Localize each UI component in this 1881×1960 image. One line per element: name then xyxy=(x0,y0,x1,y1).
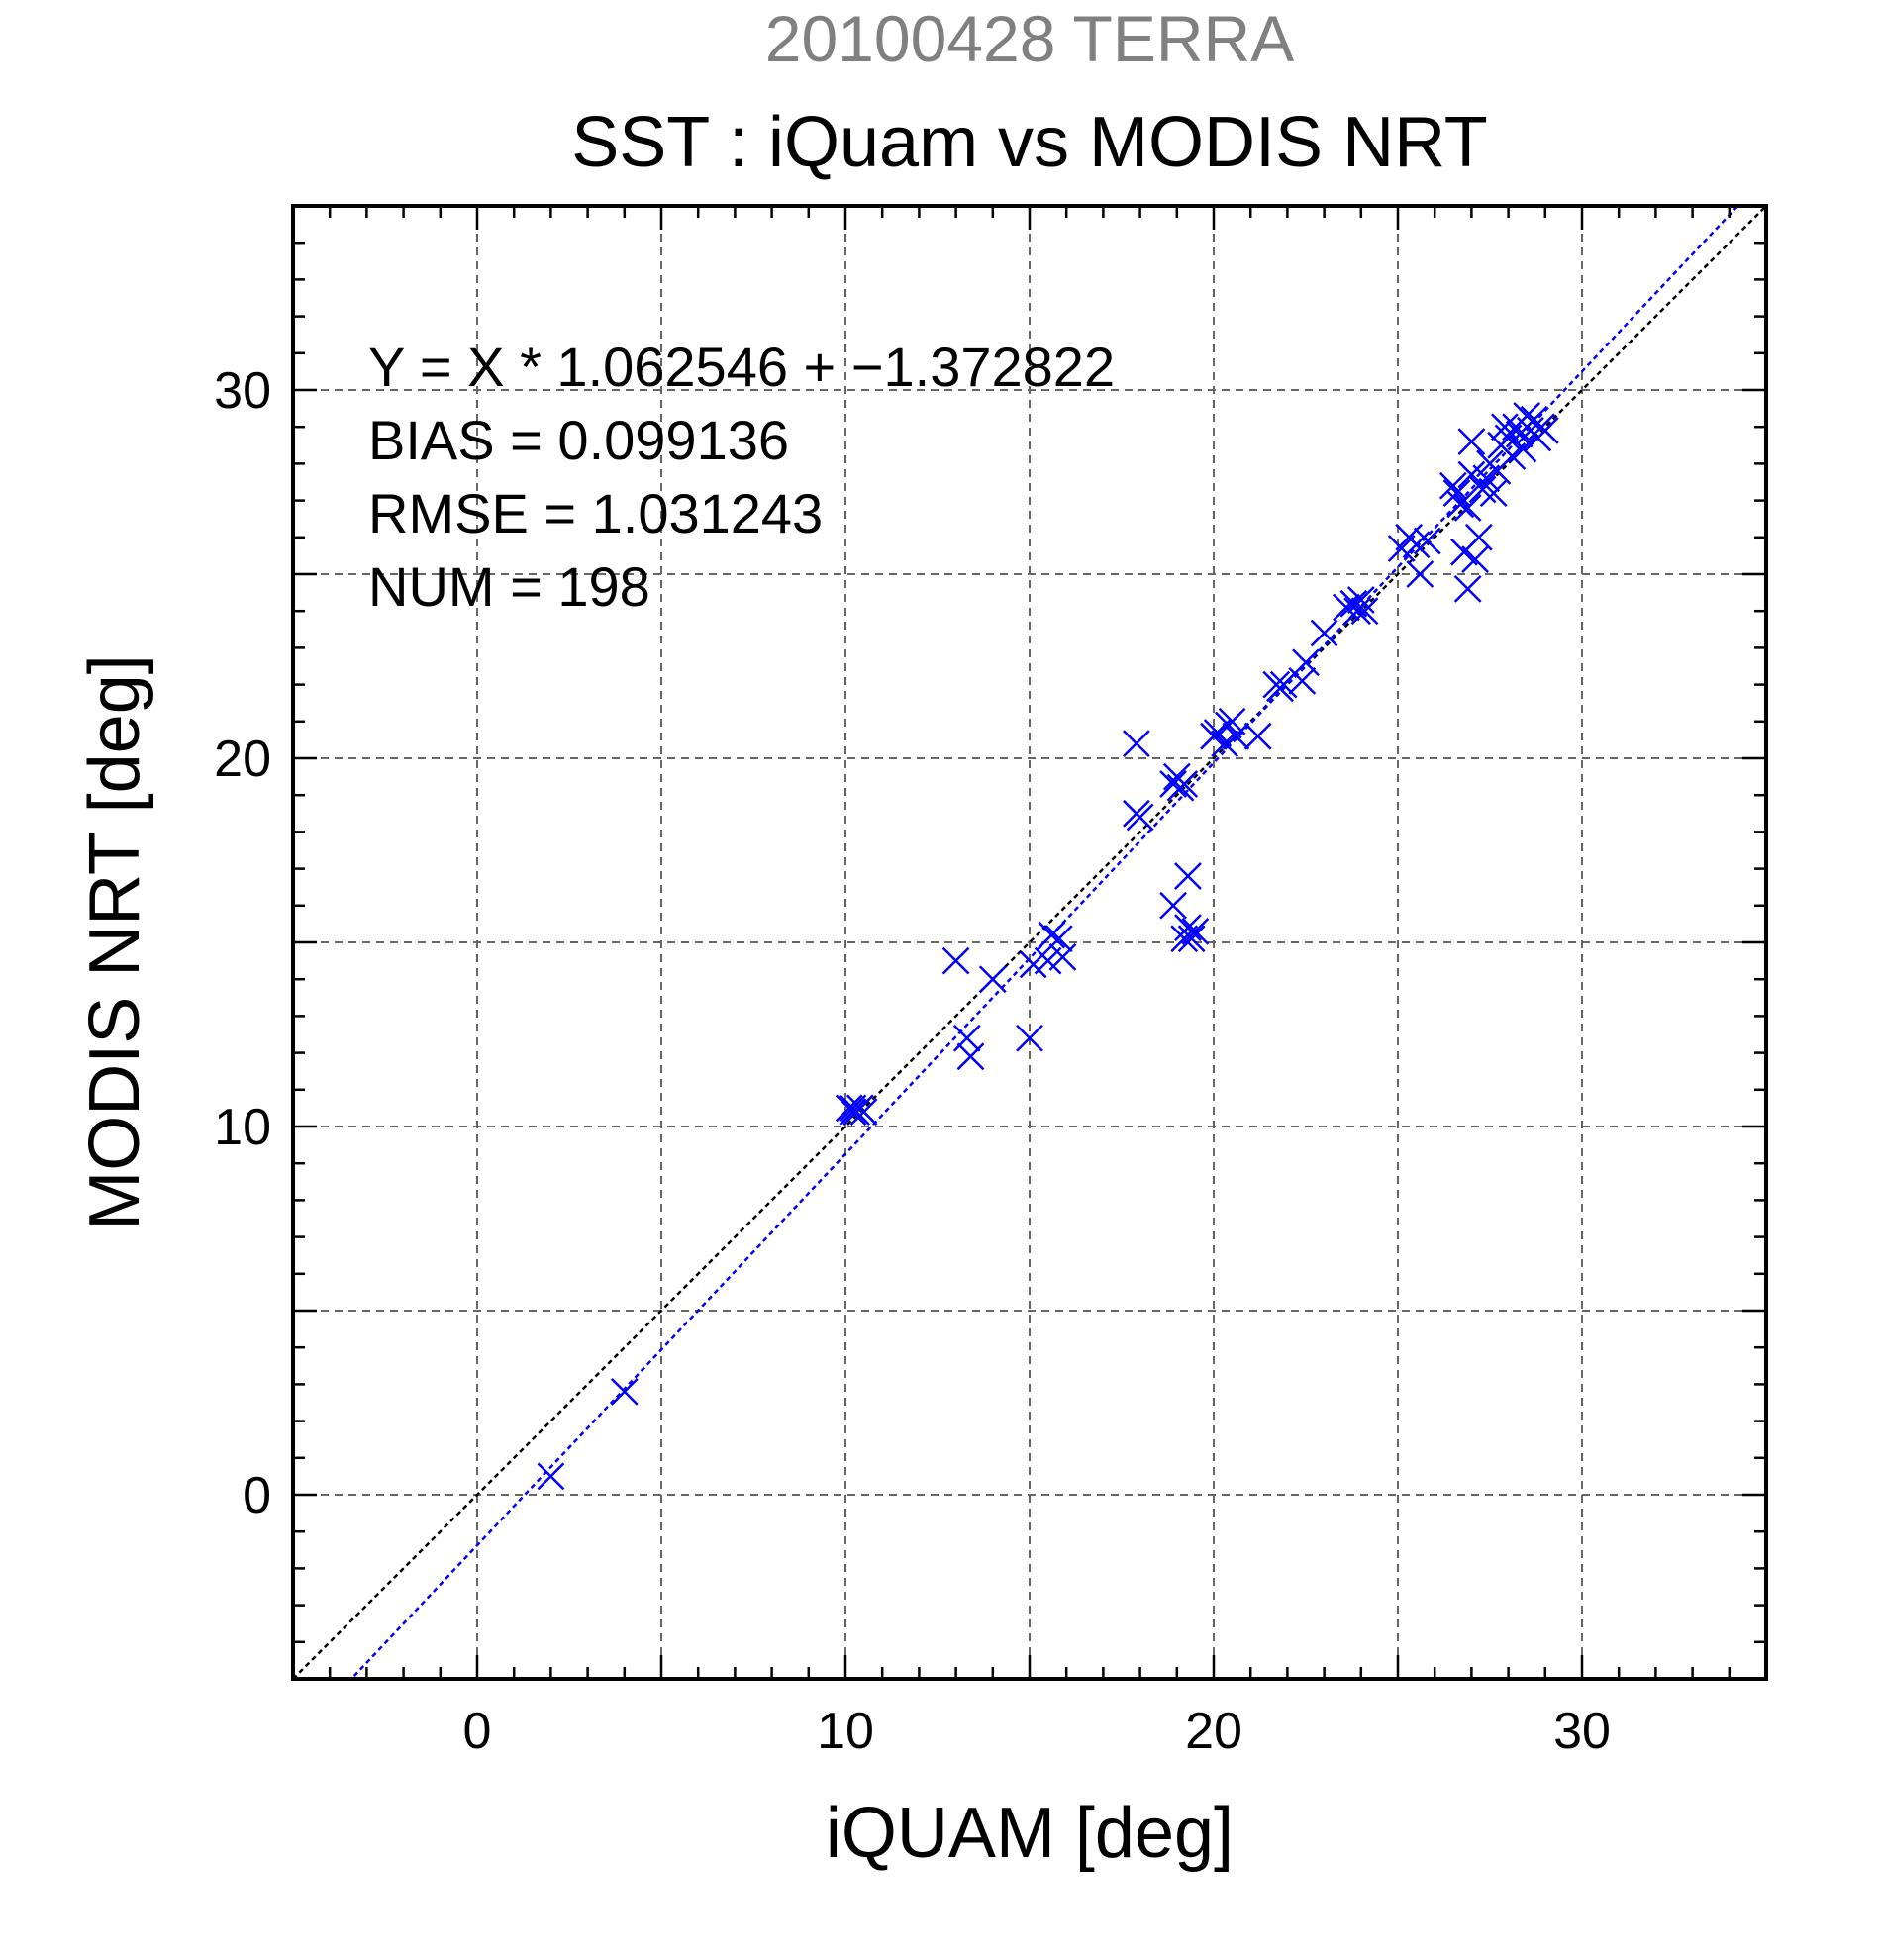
data-point xyxy=(1174,862,1202,890)
data-point xyxy=(1177,925,1206,953)
data-point xyxy=(1402,531,1431,559)
data-point xyxy=(941,946,970,975)
data-point xyxy=(1531,417,1559,444)
data-point xyxy=(1048,942,1077,971)
data-point xyxy=(1243,722,1272,750)
data-point xyxy=(1016,1024,1043,1052)
tick-labels: 0 10 20 30 0 10 20 30 xyxy=(214,362,1611,1760)
y-tick-label: 30 xyxy=(214,362,271,420)
data-point xyxy=(1122,730,1150,758)
stats-box: Y = X * 1.062546 + −1.372822 BIAS = 0.099… xyxy=(368,336,1115,618)
chart-title: 20100428 TERRA xyxy=(765,2,1294,75)
data-point xyxy=(1343,597,1371,626)
data-point xyxy=(1453,574,1482,603)
data-point xyxy=(1490,413,1519,441)
chart-subtitle: SST : iQuam vs MODIS NRT xyxy=(571,103,1488,182)
y-tick-label: 10 xyxy=(214,1099,271,1156)
data-point xyxy=(1159,770,1187,798)
x-tick-label: 30 xyxy=(1553,1703,1611,1760)
data-point xyxy=(1346,586,1375,614)
data-point xyxy=(1468,475,1497,504)
data-point xyxy=(1413,527,1441,555)
data-point xyxy=(537,1462,565,1491)
stats-line: Y = X * 1.062546 + −1.372822 xyxy=(368,336,1115,398)
data-point xyxy=(1509,435,1537,463)
data-point xyxy=(1159,891,1187,920)
data-point xyxy=(1222,722,1250,750)
data-point xyxy=(1292,648,1320,677)
grid-lines xyxy=(293,206,1766,1679)
x-tick-label: 20 xyxy=(1185,1703,1242,1760)
data-point xyxy=(1288,666,1317,695)
y-axis-label: MODIS NRT [deg] xyxy=(75,654,154,1230)
data-point xyxy=(1438,471,1467,500)
data-point xyxy=(1044,925,1073,953)
data-point xyxy=(610,1377,639,1406)
data-point xyxy=(1446,490,1475,519)
data-point xyxy=(1406,560,1435,588)
x-tick-label: 0 xyxy=(463,1703,492,1760)
data-point xyxy=(1269,670,1298,699)
data-point xyxy=(1479,479,1508,508)
data-point xyxy=(1310,619,1338,647)
y-tick-label: 0 xyxy=(243,1467,271,1524)
data-point xyxy=(1126,803,1154,832)
data-point xyxy=(956,1042,985,1071)
data-points xyxy=(537,402,1559,1491)
data-point xyxy=(1333,593,1360,622)
stats-line: NUM = 198 xyxy=(368,555,650,618)
x-tick-label: 10 xyxy=(817,1703,874,1760)
data-point xyxy=(1170,770,1199,798)
data-point xyxy=(839,1098,867,1127)
data-point xyxy=(952,1024,981,1052)
data-point xyxy=(1350,597,1379,626)
data-point xyxy=(1181,917,1210,945)
stats-line: RMSE = 1.031243 xyxy=(368,482,823,544)
data-point xyxy=(1453,494,1482,522)
data-point xyxy=(1442,479,1471,508)
stats-line: BIAS = 0.099136 xyxy=(368,409,789,471)
data-point xyxy=(978,965,1007,994)
plot-frame xyxy=(291,204,1768,1681)
y-tick-label: 20 xyxy=(214,731,271,788)
data-point xyxy=(849,1098,878,1127)
x-axis-label: iQUAM [deg] xyxy=(826,1794,1234,1873)
data-point xyxy=(1174,914,1202,942)
data-point xyxy=(1038,921,1066,949)
data-point xyxy=(1464,523,1493,551)
data-point xyxy=(1461,545,1490,574)
data-point xyxy=(1457,428,1486,455)
